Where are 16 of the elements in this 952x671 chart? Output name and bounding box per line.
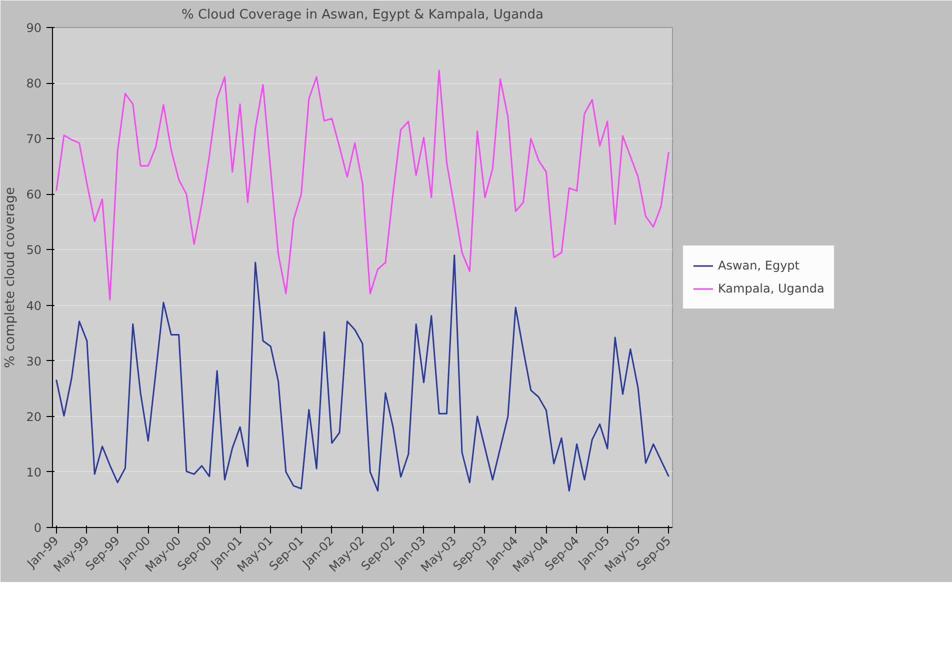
line-series: [56, 70, 670, 300]
line-series: [56, 254, 670, 492]
y-axis-title: % complete cloud coverage: [3, 186, 18, 368]
chart-title: % Cloud Coverage in Aswan, Egypt & Kampala, Uganda: [181, 8, 544, 22]
y-tick-label: 20: [26, 410, 42, 424]
y-tick-label: 90: [26, 21, 42, 35]
y-tick-label: 70: [26, 132, 42, 146]
y-tick-label: 60: [26, 188, 42, 202]
y-tick-label: 30: [26, 354, 42, 368]
y-tick-label: 50: [26, 243, 42, 258]
y-tick-label: 0: [34, 521, 42, 535]
y-tick-label: 10: [26, 465, 42, 480]
legend-label: Kampala, Uganda: [718, 282, 824, 296]
legend-label: Aswan, Egypt: [718, 258, 800, 272]
y-tick-label: 80: [26, 76, 42, 91]
y-tick-label: 40: [26, 298, 42, 313]
